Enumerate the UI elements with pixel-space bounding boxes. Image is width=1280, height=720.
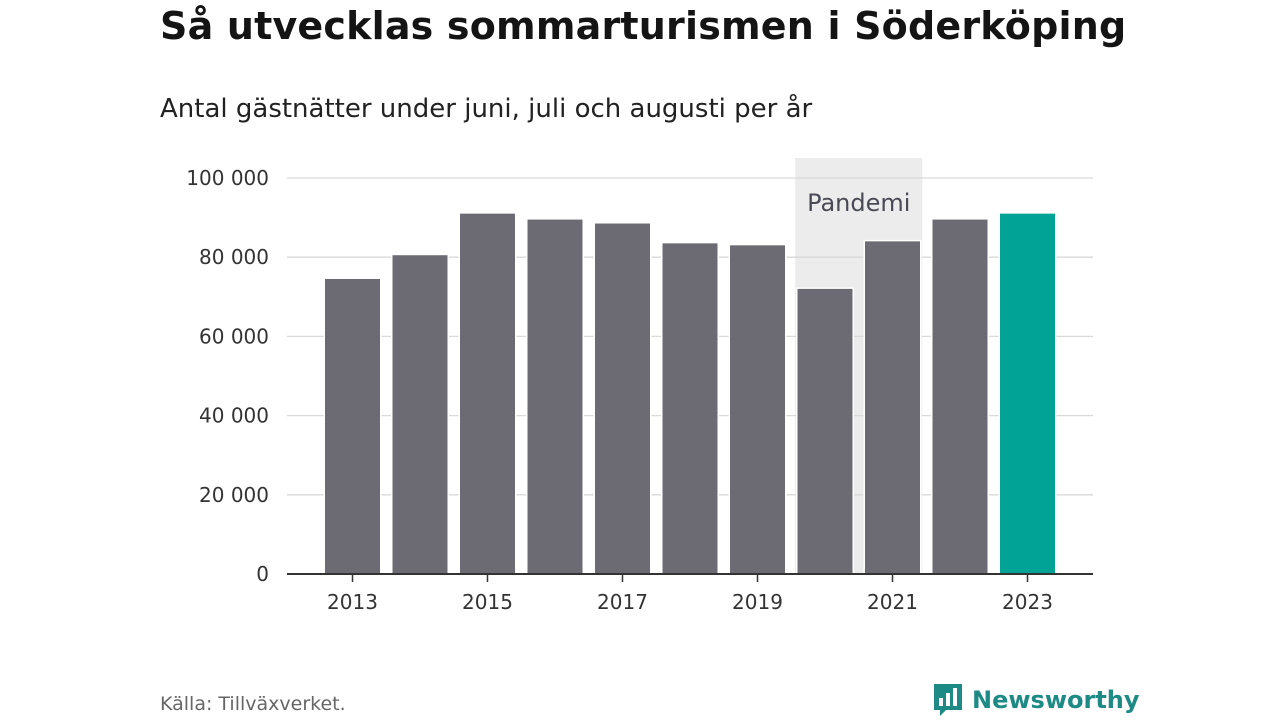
bar-2020 <box>797 288 853 574</box>
chart-title: Så utvecklas sommarturismen i Söderköpin… <box>160 4 1127 48</box>
bar-2013 <box>325 278 380 574</box>
y-tick-label: 100 000 <box>186 166 269 190</box>
bar-2016 <box>527 219 583 574</box>
brand-logo: Newsworthy <box>932 682 1140 718</box>
annotation-label-bg <box>796 184 921 222</box>
bar-2021 <box>865 241 920 575</box>
bar-2019 <box>730 245 785 574</box>
y-tick-label: 20 000 <box>199 483 269 507</box>
x-tick-label: 2015 <box>462 590 513 614</box>
x-tick-label: 2023 <box>1002 590 1053 614</box>
y-tick-label: 0 <box>256 562 269 586</box>
y-tick-label: 40 000 <box>199 404 269 428</box>
x-tick-label: 2019 <box>732 590 783 614</box>
source-note: Källa: Tillväxverket. <box>160 693 346 715</box>
y-tick-label: 80 000 <box>199 245 269 269</box>
bar-2017 <box>595 223 650 575</box>
x-tick-label: 2021 <box>867 590 918 614</box>
bar-2022 <box>932 219 988 574</box>
bar-2023 <box>1000 213 1055 574</box>
x-tick-label: 2013 <box>327 590 378 614</box>
bar-2014 <box>392 255 448 574</box>
bar-2018 <box>662 243 718 574</box>
x-tick-label: 2017 <box>597 590 648 614</box>
newsworthy-logo-icon <box>934 684 962 716</box>
chart-subtitle: Antal gästnätter under juni, juli och au… <box>160 94 813 124</box>
annotation-label: Pandemi <box>807 189 910 217</box>
brand-name: Newsworthy <box>972 686 1140 714</box>
y-tick-label: 60 000 <box>199 324 269 348</box>
bar-2015 <box>460 213 515 574</box>
